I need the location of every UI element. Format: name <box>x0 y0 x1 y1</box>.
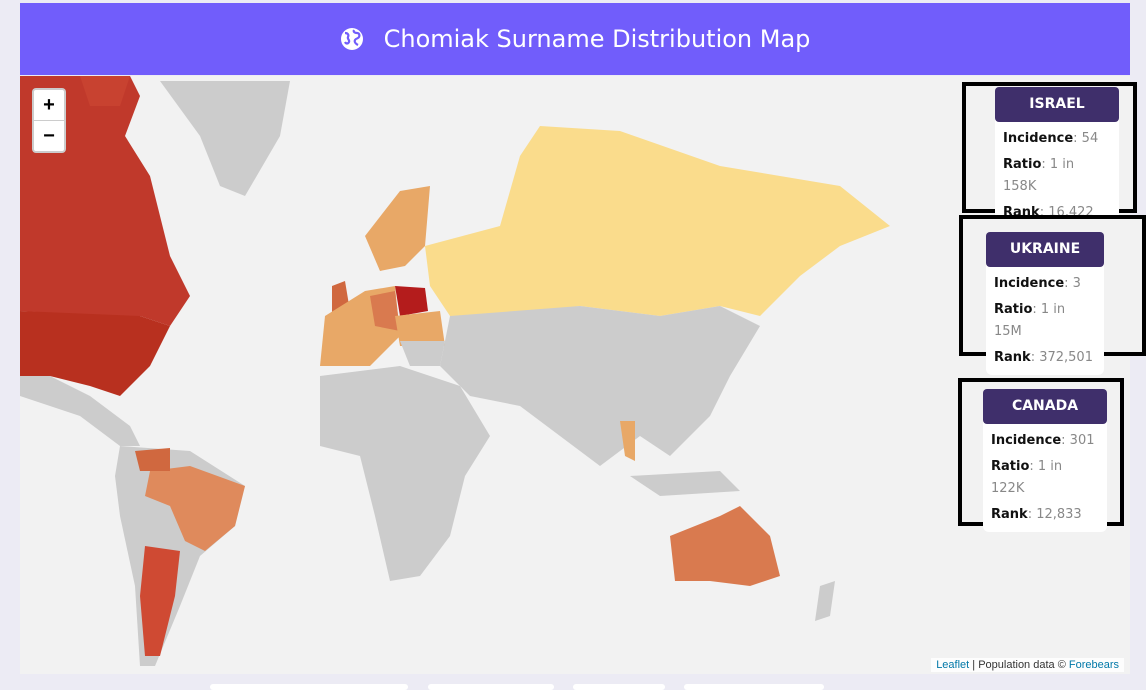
country-name: UKRAINE <box>986 232 1104 267</box>
country-card-ukraine[interactable]: UKRAINE Incidence: 3 Ratio: 1 in 15M Ran… <box>986 232 1104 375</box>
region-australia <box>670 506 780 586</box>
zoom-out-button[interactable]: − <box>34 120 64 151</box>
region-scandinavia <box>365 186 430 271</box>
country-name: ISRAEL <box>995 87 1119 122</box>
region-argentina <box>140 546 180 656</box>
bottom-tab[interactable] <box>573 684 665 690</box>
region-nz <box>815 581 835 621</box>
region-central-america <box>20 376 140 446</box>
world-map[interactable]: + − Leaflet | Population data © Forebear… <box>20 76 1130 674</box>
region-venezuela <box>135 448 170 471</box>
attribution-text: | Population data © <box>969 659 1069 671</box>
globe-icon <box>340 28 363 50</box>
bottom-tab[interactable] <box>210 684 408 690</box>
region-germany <box>370 291 400 331</box>
incidence-value: 54 <box>1081 131 1099 146</box>
incidence-label: Incidence <box>991 433 1062 448</box>
region-poland <box>395 286 428 316</box>
region-usa <box>20 311 170 396</box>
region-indonesia <box>630 471 740 496</box>
page-title: Chomiak Surname Distribution Map <box>383 25 811 53</box>
ratio-value: 1 in 158K <box>1003 157 1075 194</box>
ratio-label: Ratio <box>991 459 1030 474</box>
region-thailand <box>620 421 635 461</box>
bottom-tab[interactable] <box>428 684 554 690</box>
incidence-label: Incidence <box>1003 131 1074 146</box>
ratio-label: Ratio <box>1003 157 1042 172</box>
region-russia <box>425 126 890 316</box>
region-canada-arctic <box>80 76 130 106</box>
incidence-label: Incidence <box>994 276 1065 291</box>
region-central-europe <box>395 311 445 346</box>
region-brazil <box>145 466 245 551</box>
country-card-canada[interactable]: CANADA Incidence: 301 Ratio: 1 in 122K R… <box>983 389 1107 532</box>
ratio-value: 1 in 15M <box>994 302 1066 339</box>
rank-label: Rank <box>994 350 1031 365</box>
country-name: CANADA <box>983 389 1107 424</box>
ratio-label: Ratio <box>994 302 1033 317</box>
rank-value: 372,501 <box>1039 350 1093 365</box>
zoom-control: + − <box>32 88 66 153</box>
page-header: Chomiak Surname Distribution Map <box>20 3 1130 75</box>
forebears-link[interactable]: Forebears <box>1068 659 1119 671</box>
leaflet-link[interactable]: Leaflet <box>936 659 970 671</box>
ratio-value: 1 in 122K <box>991 459 1063 496</box>
region-balkans <box>400 341 445 366</box>
rank-label: Rank <box>991 507 1028 522</box>
region-asia <box>440 306 760 466</box>
bottom-tab[interactable] <box>684 684 824 690</box>
incidence-value: 301 <box>1069 433 1095 448</box>
region-greenland <box>160 81 290 196</box>
incidence-value: 3 <box>1072 276 1081 291</box>
region-africa <box>320 366 490 581</box>
zoom-in-button[interactable]: + <box>43 94 55 116</box>
map-attribution: Leaflet | Population data © Forebears <box>931 658 1124 672</box>
country-card-israel[interactable]: ISRAEL Incidence: 54 Ratio: 1 in 158K Ra… <box>995 87 1119 230</box>
rank-value: 12,833 <box>1036 507 1082 522</box>
